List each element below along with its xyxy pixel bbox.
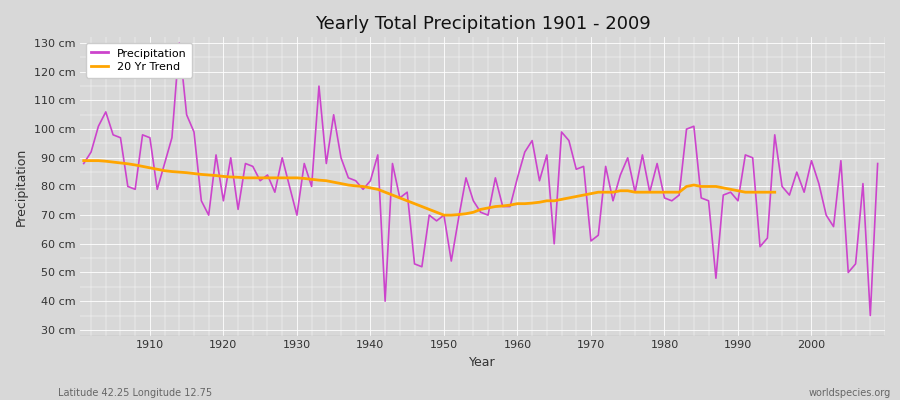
Legend: Precipitation, 20 Yr Trend: Precipitation, 20 Yr Trend [86,43,192,78]
Text: Latitude 42.25 Longitude 12.75: Latitude 42.25 Longitude 12.75 [58,388,212,398]
Y-axis label: Precipitation: Precipitation [15,147,28,226]
Text: worldspecies.org: worldspecies.org [809,388,891,398]
X-axis label: Year: Year [469,356,496,369]
Title: Yearly Total Precipitation 1901 - 2009: Yearly Total Precipitation 1901 - 2009 [315,15,651,33]
